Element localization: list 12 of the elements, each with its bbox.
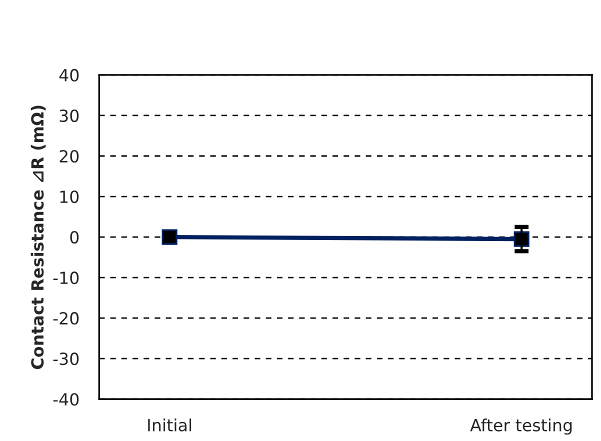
y-tick-label: 0 xyxy=(70,231,79,244)
y-tick-label: -30 xyxy=(53,352,79,366)
y-tick-label: 10 xyxy=(60,190,79,204)
x-tick-label: Initial xyxy=(148,418,192,432)
y-tick-label: 30 xyxy=(60,109,79,122)
y-tick-label: -40 xyxy=(53,393,79,406)
y-axis-title: Contact Resistance ⊿R (mΩ) xyxy=(30,106,46,369)
x-tick-label: After testing xyxy=(470,418,572,435)
y-tick-label: -10 xyxy=(53,272,79,284)
y-tick-label: 20 xyxy=(60,150,79,163)
y-tick-label: 40 xyxy=(59,68,79,82)
y-tick-label: -20 xyxy=(53,312,79,325)
